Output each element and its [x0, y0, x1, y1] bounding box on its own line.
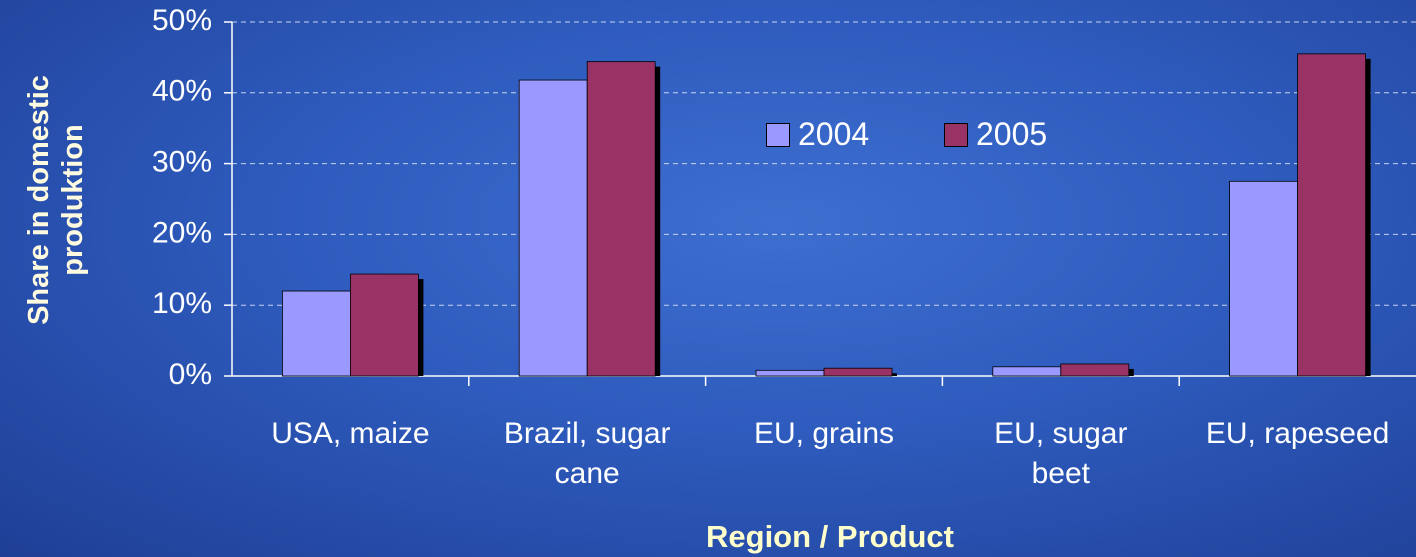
bar [281, 290, 351, 377]
bar [1297, 53, 1366, 377]
bar [518, 79, 588, 377]
bar [1229, 180, 1298, 377]
x-tick-label: USA, maize [271, 417, 430, 450]
y-tick-label: 0% [169, 358, 212, 391]
legend-item: 2005 [944, 116, 1047, 153]
legend-label: 2005 [976, 116, 1048, 152]
legend-swatch [944, 122, 968, 147]
y-tick-label: 40% [152, 75, 212, 108]
x-tick-label: Brazil, sugar cane [503, 417, 671, 490]
x-tick-label: EU, sugar beet [994, 417, 1128, 490]
bar [992, 366, 1062, 377]
bar [1060, 363, 1130, 377]
y-tick-label: 20% [152, 216, 212, 249]
legend-item: 2004 [766, 116, 869, 153]
y-tick-label: 10% [152, 287, 212, 320]
legend-swatch [766, 122, 790, 147]
y-tick-label: 30% [152, 146, 212, 179]
x-tick-label: EU, rapeseed [1205, 417, 1390, 450]
y-tick-label: 50% [152, 4, 212, 37]
bar [823, 367, 893, 377]
bar [349, 273, 419, 377]
x-tick-label: EU, grains [753, 417, 895, 450]
y-axis-label: Share in domestic produktion [23, 75, 89, 325]
bar [586, 61, 656, 377]
bar [755, 369, 825, 377]
legend-label: 2004 [798, 116, 870, 152]
x-axis-label: Region / Product [706, 519, 954, 554]
